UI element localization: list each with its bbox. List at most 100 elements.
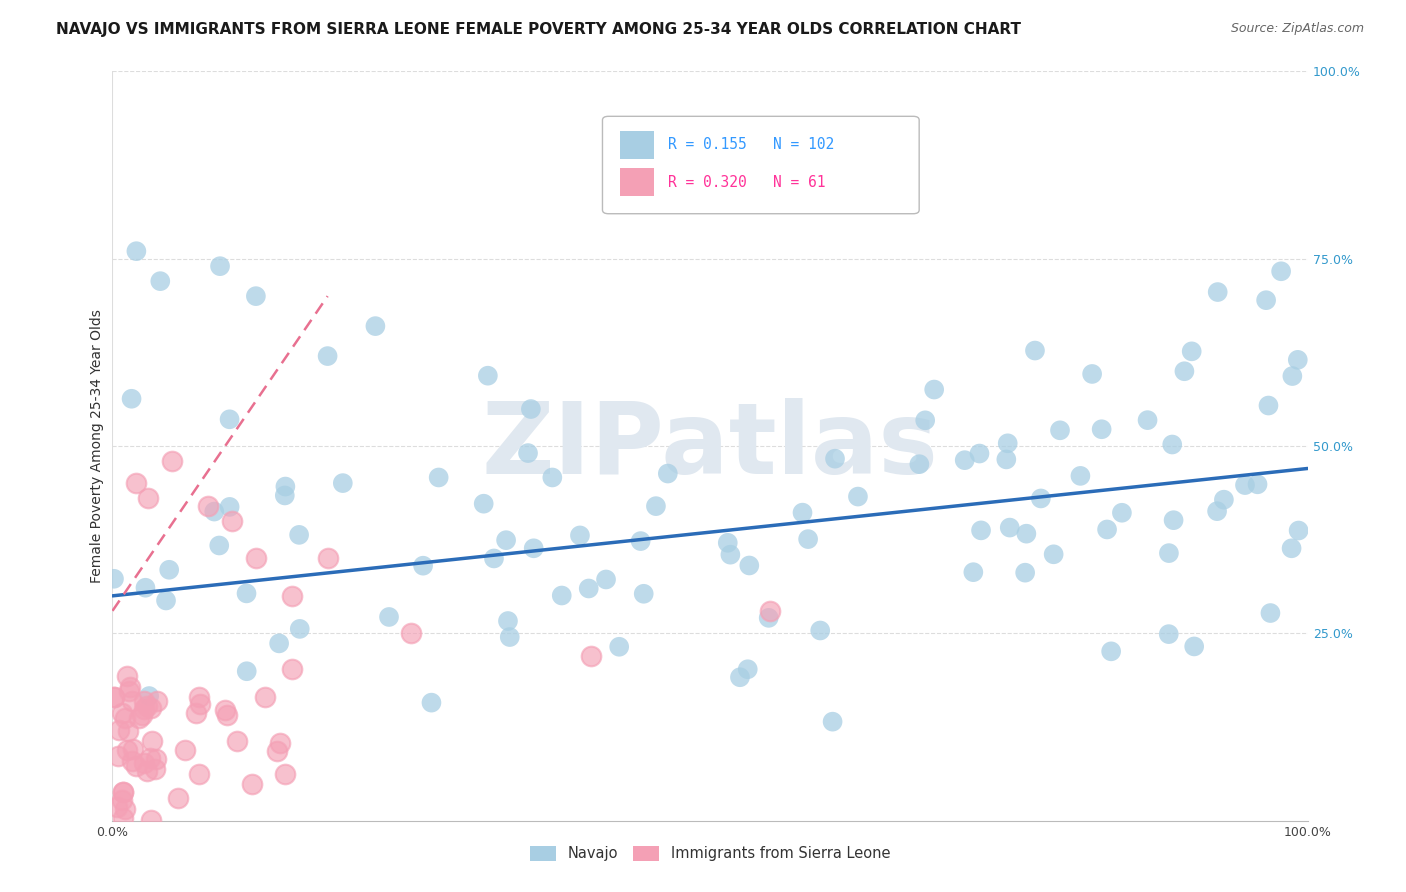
Point bbox=[125, 476, 148, 491]
Point bbox=[121, 392, 143, 406]
Point bbox=[738, 558, 761, 573]
Point bbox=[266, 744, 288, 758]
Point bbox=[103, 572, 125, 586]
Point bbox=[717, 536, 740, 550]
Point bbox=[1157, 546, 1180, 560]
Point bbox=[1246, 477, 1268, 491]
Point bbox=[225, 734, 247, 748]
Point bbox=[1181, 344, 1204, 359]
Point bbox=[135, 764, 157, 779]
Point bbox=[274, 479, 297, 493]
Point bbox=[495, 533, 517, 548]
Point bbox=[155, 593, 177, 607]
Point bbox=[125, 758, 148, 772]
Point bbox=[607, 640, 630, 654]
Point bbox=[970, 524, 993, 538]
Point bbox=[737, 662, 759, 676]
Point bbox=[482, 551, 505, 566]
Point bbox=[998, 520, 1021, 534]
Point bbox=[274, 488, 297, 502]
Point bbox=[139, 751, 162, 765]
Point bbox=[657, 467, 679, 481]
Point bbox=[499, 630, 522, 644]
Y-axis label: Female Poverty Among 25-34 Year Olds: Female Poverty Among 25-34 Year Olds bbox=[90, 309, 104, 583]
Point bbox=[240, 777, 263, 791]
Point bbox=[1161, 437, 1184, 451]
Point bbox=[595, 573, 617, 587]
Point bbox=[995, 452, 1018, 467]
Legend: Navajo, Immigrants from Sierra Leone: Navajo, Immigrants from Sierra Leone bbox=[526, 842, 894, 866]
Point bbox=[962, 565, 984, 579]
Point bbox=[364, 319, 387, 334]
Point bbox=[149, 274, 172, 288]
Point bbox=[630, 534, 652, 549]
Point bbox=[214, 703, 236, 717]
Text: R = 0.320   N = 61: R = 0.320 N = 61 bbox=[668, 175, 825, 190]
Point bbox=[1270, 264, 1292, 278]
Point bbox=[107, 723, 129, 738]
Point bbox=[288, 528, 311, 542]
Point bbox=[332, 476, 354, 491]
Point bbox=[1260, 606, 1282, 620]
Point bbox=[188, 690, 211, 705]
Point bbox=[523, 541, 546, 556]
Point bbox=[107, 748, 129, 763]
Point bbox=[125, 244, 148, 259]
Point bbox=[1015, 526, 1038, 541]
Point bbox=[846, 490, 869, 504]
Point bbox=[908, 457, 931, 471]
Point bbox=[1111, 506, 1133, 520]
Point bbox=[1091, 422, 1114, 436]
Point bbox=[316, 349, 339, 363]
Point bbox=[134, 756, 156, 771]
Point bbox=[235, 665, 257, 679]
Point bbox=[1136, 413, 1159, 427]
Point bbox=[316, 551, 339, 566]
Point bbox=[209, 259, 232, 273]
Point bbox=[1257, 399, 1279, 413]
Point bbox=[1233, 478, 1256, 492]
Point bbox=[128, 711, 150, 725]
Point bbox=[1069, 468, 1091, 483]
Point bbox=[472, 497, 495, 511]
Point bbox=[245, 289, 267, 303]
Point bbox=[420, 696, 443, 710]
Point bbox=[134, 581, 156, 595]
Point bbox=[1182, 640, 1205, 654]
Point bbox=[269, 736, 291, 750]
Point bbox=[1081, 367, 1104, 381]
Point bbox=[143, 762, 166, 776]
Point bbox=[173, 743, 195, 757]
Point bbox=[792, 506, 814, 520]
Point bbox=[136, 698, 159, 713]
Point bbox=[1206, 285, 1229, 299]
Text: ZIPatlas: ZIPatlas bbox=[482, 398, 938, 494]
Point bbox=[1256, 293, 1278, 308]
Point bbox=[145, 752, 167, 766]
Point bbox=[579, 648, 602, 663]
Point bbox=[118, 684, 141, 698]
FancyBboxPatch shape bbox=[620, 130, 654, 159]
Point bbox=[112, 785, 135, 799]
Point bbox=[121, 742, 143, 756]
Point bbox=[1173, 364, 1195, 378]
Point bbox=[551, 589, 574, 603]
Point bbox=[114, 803, 136, 817]
Point bbox=[281, 589, 304, 603]
Point bbox=[1049, 423, 1071, 437]
Point bbox=[162, 454, 183, 468]
Point bbox=[235, 586, 257, 600]
FancyBboxPatch shape bbox=[620, 168, 654, 196]
Point bbox=[520, 402, 543, 417]
Point bbox=[718, 548, 741, 562]
Point bbox=[107, 799, 129, 814]
Point bbox=[1042, 547, 1064, 561]
Text: NAVAJO VS IMMIGRANTS FROM SIERRA LEONE FEMALE POVERTY AMONG 25-34 YEAR OLDS CORR: NAVAJO VS IMMIGRANTS FROM SIERRA LEONE F… bbox=[56, 22, 1021, 37]
Point bbox=[728, 670, 751, 684]
Point bbox=[1024, 343, 1046, 358]
Point bbox=[797, 532, 820, 546]
Point bbox=[117, 724, 139, 739]
Point bbox=[758, 611, 780, 625]
Point bbox=[245, 551, 267, 566]
Point bbox=[134, 701, 156, 715]
